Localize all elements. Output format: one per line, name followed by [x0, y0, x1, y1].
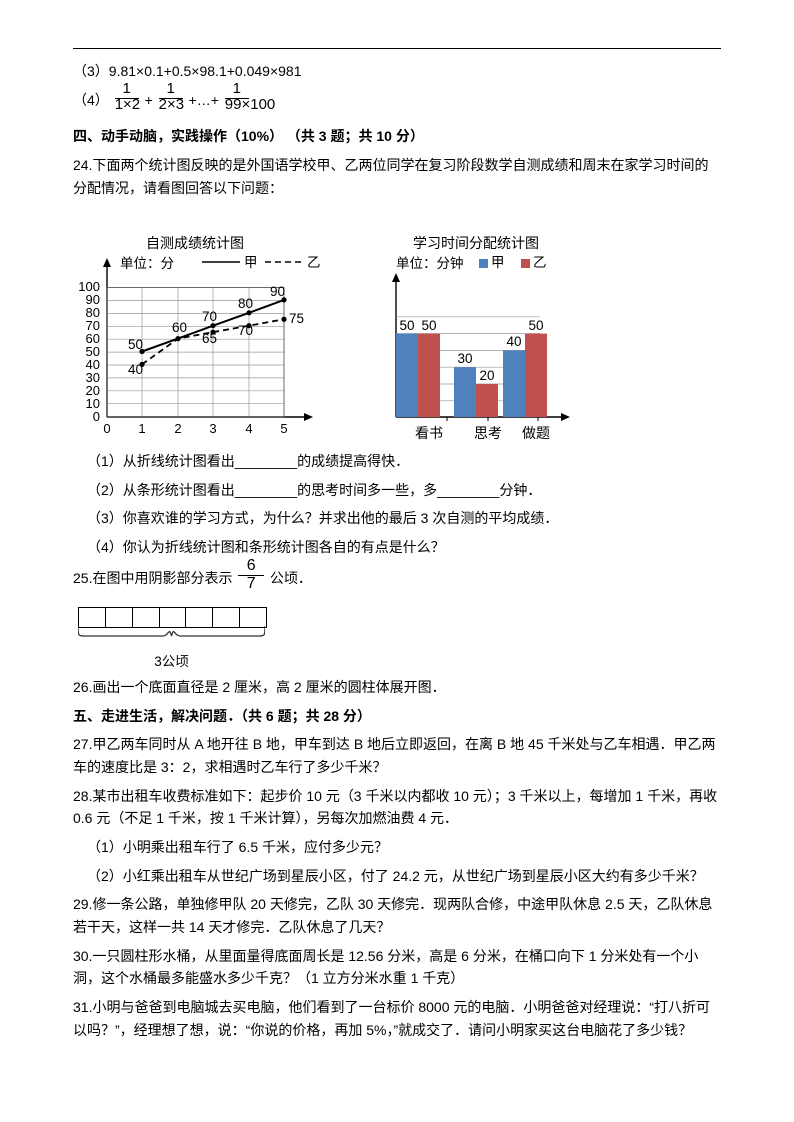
svg-text:10: 10: [86, 396, 100, 411]
svg-text:做题: 做题: [522, 425, 550, 441]
svg-text:90: 90: [86, 292, 100, 307]
svg-text:单位：分钟: 单位：分钟: [396, 255, 464, 271]
svg-text:50: 50: [128, 337, 143, 352]
svg-text:单位：分: 单位：分: [120, 256, 174, 271]
svg-text:0: 0: [103, 421, 110, 436]
svg-text:2: 2: [174, 421, 181, 436]
svg-text:3: 3: [209, 421, 216, 436]
svg-text:30: 30: [86, 370, 100, 385]
svg-text:乙: 乙: [307, 255, 321, 270]
svg-text:40: 40: [86, 357, 100, 372]
svg-text:80: 80: [86, 305, 100, 320]
svg-text:20: 20: [479, 368, 494, 383]
svg-text:50: 50: [399, 318, 414, 333]
svg-text:看书: 看书: [415, 425, 443, 441]
svg-text:75: 75: [289, 311, 304, 326]
svg-text:50: 50: [421, 318, 436, 333]
svg-text:1: 1: [138, 421, 145, 436]
svg-text:50: 50: [528, 318, 543, 333]
svg-text:5: 5: [280, 421, 287, 436]
svg-text:70: 70: [202, 309, 217, 324]
svg-text:40: 40: [128, 362, 143, 377]
svg-text:40: 40: [506, 334, 521, 349]
svg-text:60: 60: [172, 320, 187, 335]
svg-text:0: 0: [93, 409, 100, 424]
svg-text:乙: 乙: [533, 255, 547, 270]
svg-text:20: 20: [86, 383, 100, 398]
svg-text:70: 70: [238, 323, 253, 338]
svg-text:70: 70: [86, 318, 100, 333]
svg-text:50: 50: [86, 344, 100, 359]
svg-text:思考: 思考: [474, 425, 502, 441]
svg-text:90: 90: [270, 284, 285, 299]
svg-text:65: 65: [202, 331, 217, 346]
svg-text:4: 4: [245, 421, 252, 436]
svg-text:甲: 甲: [244, 255, 258, 270]
svg-text:80: 80: [238, 296, 253, 311]
svg-text:100: 100: [78, 279, 100, 294]
svg-text:30: 30: [457, 351, 472, 366]
svg-text:60: 60: [86, 331, 100, 346]
svg-text:甲: 甲: [491, 255, 505, 270]
